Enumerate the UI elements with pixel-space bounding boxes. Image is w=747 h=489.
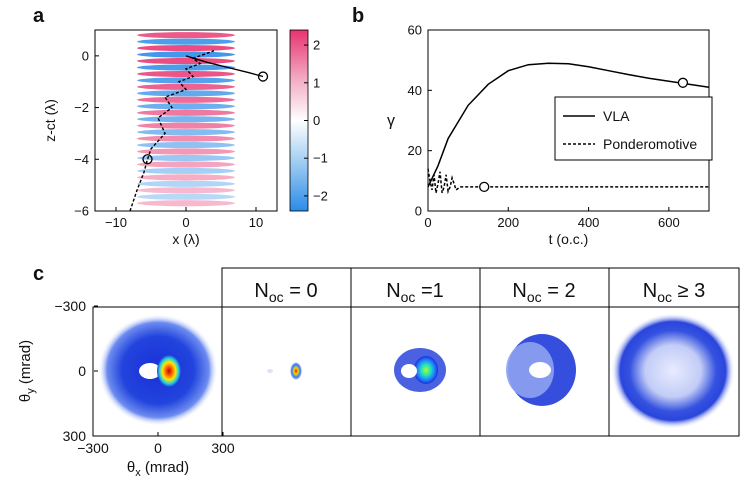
legend: VLA Ponderomotive bbox=[554, 96, 713, 161]
subplot-title: Noc =1 bbox=[386, 280, 444, 305]
series-ponderomotive bbox=[427, 168, 709, 195]
panel-label-c: c bbox=[33, 263, 44, 285]
beam-image-noc-0 bbox=[267, 362, 302, 380]
y-tick-label: −2 bbox=[74, 100, 89, 115]
beam-hole bbox=[529, 362, 551, 378]
x-tick-label: 300 bbox=[211, 440, 235, 456]
subplot-title: Noc = 0 bbox=[254, 280, 317, 305]
x-tick-label: 10 bbox=[249, 215, 263, 230]
panel-a-ylabel: z-ct (λ) bbox=[42, 99, 58, 142]
panel-b-xlabel: t (o.c.) bbox=[549, 231, 589, 247]
legend-box bbox=[554, 96, 713, 161]
subplot-title: Noc = 2 bbox=[512, 280, 575, 305]
y-tick-label: −300 bbox=[54, 298, 86, 314]
panel-b: 0 200 400 600 0 20 40 60 t (o.c.) γ VLA Pondero… bbox=[387, 23, 713, 247]
x-tick-label: −10 bbox=[105, 215, 127, 230]
series-marker bbox=[677, 77, 689, 88]
y-tick-label: 20 bbox=[408, 143, 422, 158]
beam-core bbox=[290, 362, 302, 380]
trajectory-marker bbox=[257, 71, 269, 82]
y-tick-label: −4 bbox=[74, 152, 89, 167]
x-tick-label: 0 bbox=[424, 215, 431, 230]
x-tick-label: 200 bbox=[497, 215, 519, 230]
subplot-title: Noc ≥ 3 bbox=[643, 280, 705, 305]
beam-core bbox=[157, 355, 181, 387]
x-tick-label: 0 bbox=[182, 215, 189, 230]
colorbar-tick-label: −2 bbox=[313, 188, 328, 203]
panel-a: −10 0 100−2−4−6 x (λ) z-ct (λ) 210−1−2 bbox=[42, 29, 328, 247]
beam-ring bbox=[611, 313, 735, 429]
colorbar-tick-label: 1 bbox=[313, 75, 320, 90]
beam-image-noc-3 bbox=[611, 313, 735, 429]
beam-core bbox=[414, 356, 438, 384]
colorbar-tick-label: 2 bbox=[313, 38, 320, 53]
y-tick-label: −6 bbox=[74, 204, 89, 219]
y-tick-label: 0 bbox=[415, 204, 422, 219]
legend-label-ponderomotive: Ponderomotive bbox=[603, 136, 697, 152]
trajectory-vla bbox=[185, 55, 264, 78]
series-marker bbox=[479, 181, 490, 193]
panel-c: Noc = 0 Noc =1 Noc = 2 Noc ≥ 3 bbox=[17, 267, 740, 479]
field-fade bbox=[95, 30, 277, 211]
beam-image-noc-2 bbox=[506, 334, 576, 406]
beam-image-noc-1 bbox=[394, 348, 446, 392]
panel-a-xlabel: x (λ) bbox=[172, 231, 199, 247]
y-tick-label: 300 bbox=[63, 428, 87, 444]
beam-hole bbox=[139, 363, 161, 379]
y-tick-label: 60 bbox=[408, 23, 422, 38]
legend-label-vla: VLA bbox=[603, 108, 630, 124]
trajectory-marker bbox=[142, 154, 153, 165]
x-tick-label: 600 bbox=[658, 215, 680, 230]
y-tick-label: 0 bbox=[82, 48, 89, 63]
colorbar-tick-label: 0 bbox=[313, 113, 320, 128]
panel-label-a: a bbox=[33, 5, 45, 27]
x-tick-label: 400 bbox=[578, 215, 600, 230]
panel-c-xlabel: θx (mrad) bbox=[127, 459, 189, 479]
beam-hole bbox=[401, 364, 417, 378]
y-tick-label: 0 bbox=[78, 363, 86, 379]
series-vla bbox=[427, 62, 710, 188]
panel-c-ylabel: θy (mrad) bbox=[17, 340, 37, 402]
x-tick-label: −300 bbox=[77, 440, 109, 456]
field-stripes-group bbox=[95, 30, 277, 211]
panel-label-b: b bbox=[352, 5, 364, 27]
beam-trace bbox=[267, 369, 273, 373]
x-tick-label: 0 bbox=[154, 440, 162, 456]
panel-b-ylabel: γ bbox=[387, 113, 395, 130]
beam-image-total bbox=[94, 308, 222, 435]
y-tick-label: 40 bbox=[408, 83, 422, 98]
colorbar-tick-label: −1 bbox=[313, 151, 328, 166]
